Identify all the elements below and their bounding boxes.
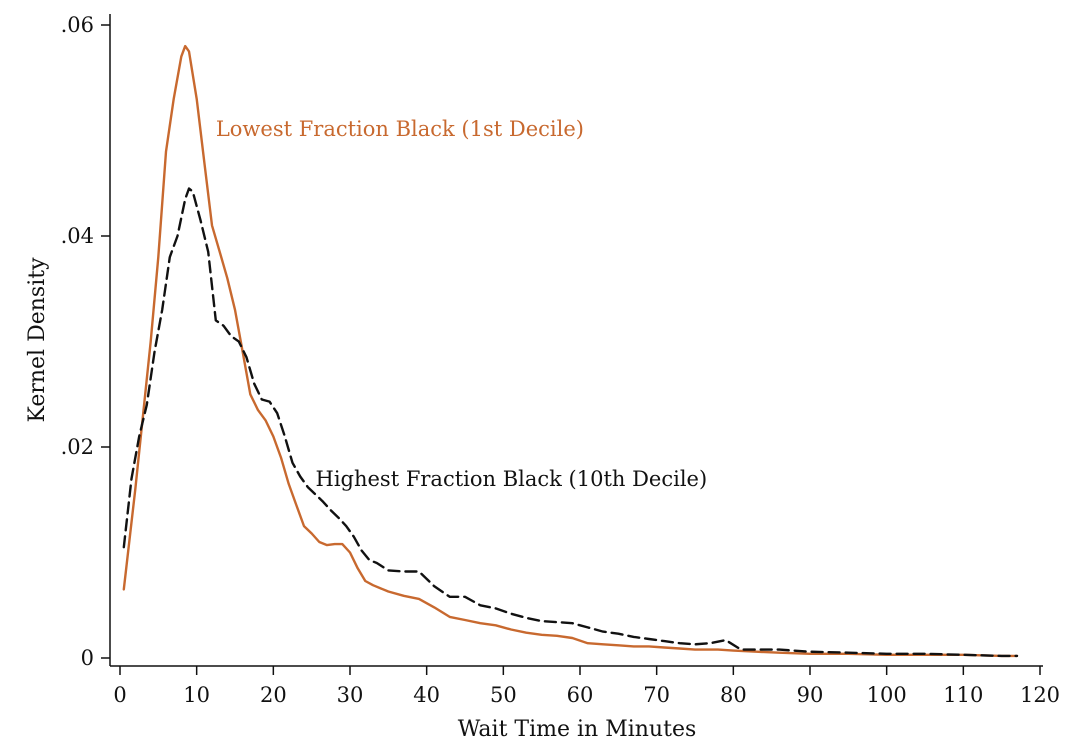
- y-tick-label: 0: [81, 646, 94, 670]
- annotation-highest-fraction-black: Highest Fraction Black (10th Decile): [316, 467, 708, 491]
- x-tick-label: 0: [113, 683, 126, 707]
- y-tick-label: .06: [61, 13, 94, 37]
- series-layer: [122, 44, 1019, 658]
- y-ticks: 0 .02 .04 .06: [61, 13, 110, 670]
- x-tick-label: 80: [720, 683, 747, 707]
- x-tick-label: 100: [867, 683, 907, 707]
- y-axis-title: Kernel Density: [25, 257, 50, 423]
- axes: [109, 14, 1043, 667]
- series-line-highest-fraction-black: [122, 187, 1019, 658]
- x-tick-label: 70: [643, 683, 670, 707]
- annotation-lowest-fraction-black: Lowest Fraction Black (1st Decile): [216, 117, 584, 141]
- x-ticks: 0 10 20 30 40 50 60 70 80 90 100 110 120: [113, 666, 1060, 707]
- x-tick-label: 50: [490, 683, 517, 707]
- x-axis-title: Wait Time in Minutes: [458, 717, 697, 742]
- x-tick-label: 120: [1020, 683, 1060, 707]
- annotation-layer: Lowest Fraction Black (1st Decile) Highes…: [216, 117, 707, 491]
- y-tick-label: .02: [61, 435, 94, 459]
- x-tick-label: 40: [413, 683, 440, 707]
- x-tick-label: 90: [797, 683, 824, 707]
- x-tick-label: 60: [567, 683, 594, 707]
- series-line-lowest-fraction-black: [122, 44, 1019, 658]
- x-tick-label: 110: [943, 683, 983, 707]
- x-tick-label: 30: [337, 683, 364, 707]
- y-tick-label: .04: [61, 224, 94, 248]
- x-tick-label: 20: [260, 683, 287, 707]
- x-tick-label: 10: [183, 683, 210, 707]
